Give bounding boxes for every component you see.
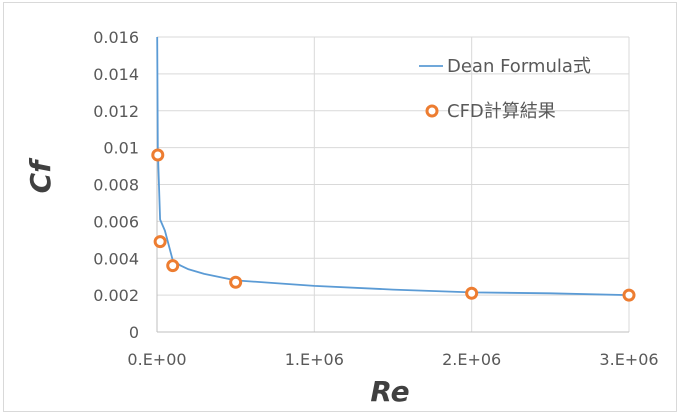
y-tick-label: 0 [129, 323, 139, 342]
legend-label-cfd: CFD計算結果 [447, 101, 556, 122]
dean-formula-line [156, 36, 630, 296]
y-tick-label: 0.008 [93, 176, 139, 195]
legend: Dean Formula式 CFD計算結果 [419, 56, 591, 122]
legend-marker-swatch [425, 104, 439, 118]
y-tick-label: 0.002 [93, 286, 139, 305]
x-tick-label: 3.E+06 [599, 350, 658, 369]
cfd-data-point [465, 286, 479, 300]
cfd-data-point [229, 275, 243, 289]
x-tick-label: 0.E+00 [127, 350, 186, 369]
y-tick-label: 0.014 [93, 65, 139, 84]
legend-label-dean: Dean Formula式 [447, 56, 591, 77]
y-tick-label: 0.01 [103, 139, 139, 158]
x-tick-label: 2.E+06 [442, 350, 501, 369]
cfd-data-point [151, 148, 165, 162]
x-tick-label: 1.E+06 [285, 350, 344, 369]
y-tick-label: 0.004 [93, 249, 139, 268]
cfd-data-point [622, 288, 636, 302]
plot-area [151, 36, 636, 302]
cfd-data-point [153, 235, 167, 249]
cfd-data-point [166, 259, 180, 273]
x-axis-title: Re [370, 375, 409, 408]
grid-lines [157, 36, 630, 332]
y-tick-label: 0.012 [93, 102, 139, 121]
y-axis-title: Cf [24, 157, 57, 194]
y-tick-label: 0.016 [93, 28, 139, 47]
chart-frame [3, 2, 677, 412]
y-tick-label: 0.006 [93, 212, 139, 231]
tick-labels: 0 0.002 0.004 0.006 0.008 0.01 0.012 0.014 0.016… [93, 28, 658, 369]
